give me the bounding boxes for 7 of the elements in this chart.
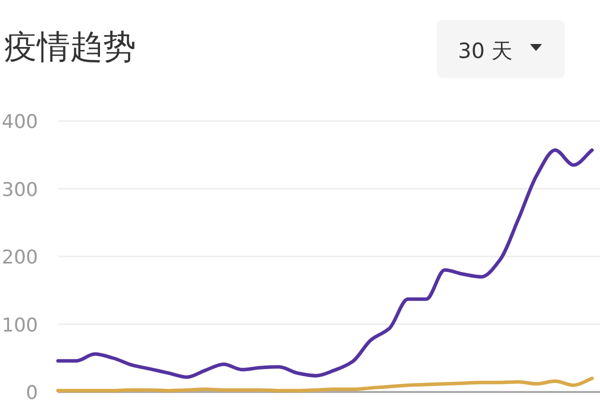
y-tick-label: 100 — [2, 314, 38, 336]
y-tick-label: 200 — [2, 246, 38, 268]
y-tick-label: 0 — [26, 382, 38, 400]
y-tick-label: 300 — [2, 178, 38, 201]
y-tick-label: 400 — [2, 111, 38, 133]
chart-title: 疫情趋势 — [4, 27, 136, 66]
text: 30 天 — [458, 39, 512, 63]
